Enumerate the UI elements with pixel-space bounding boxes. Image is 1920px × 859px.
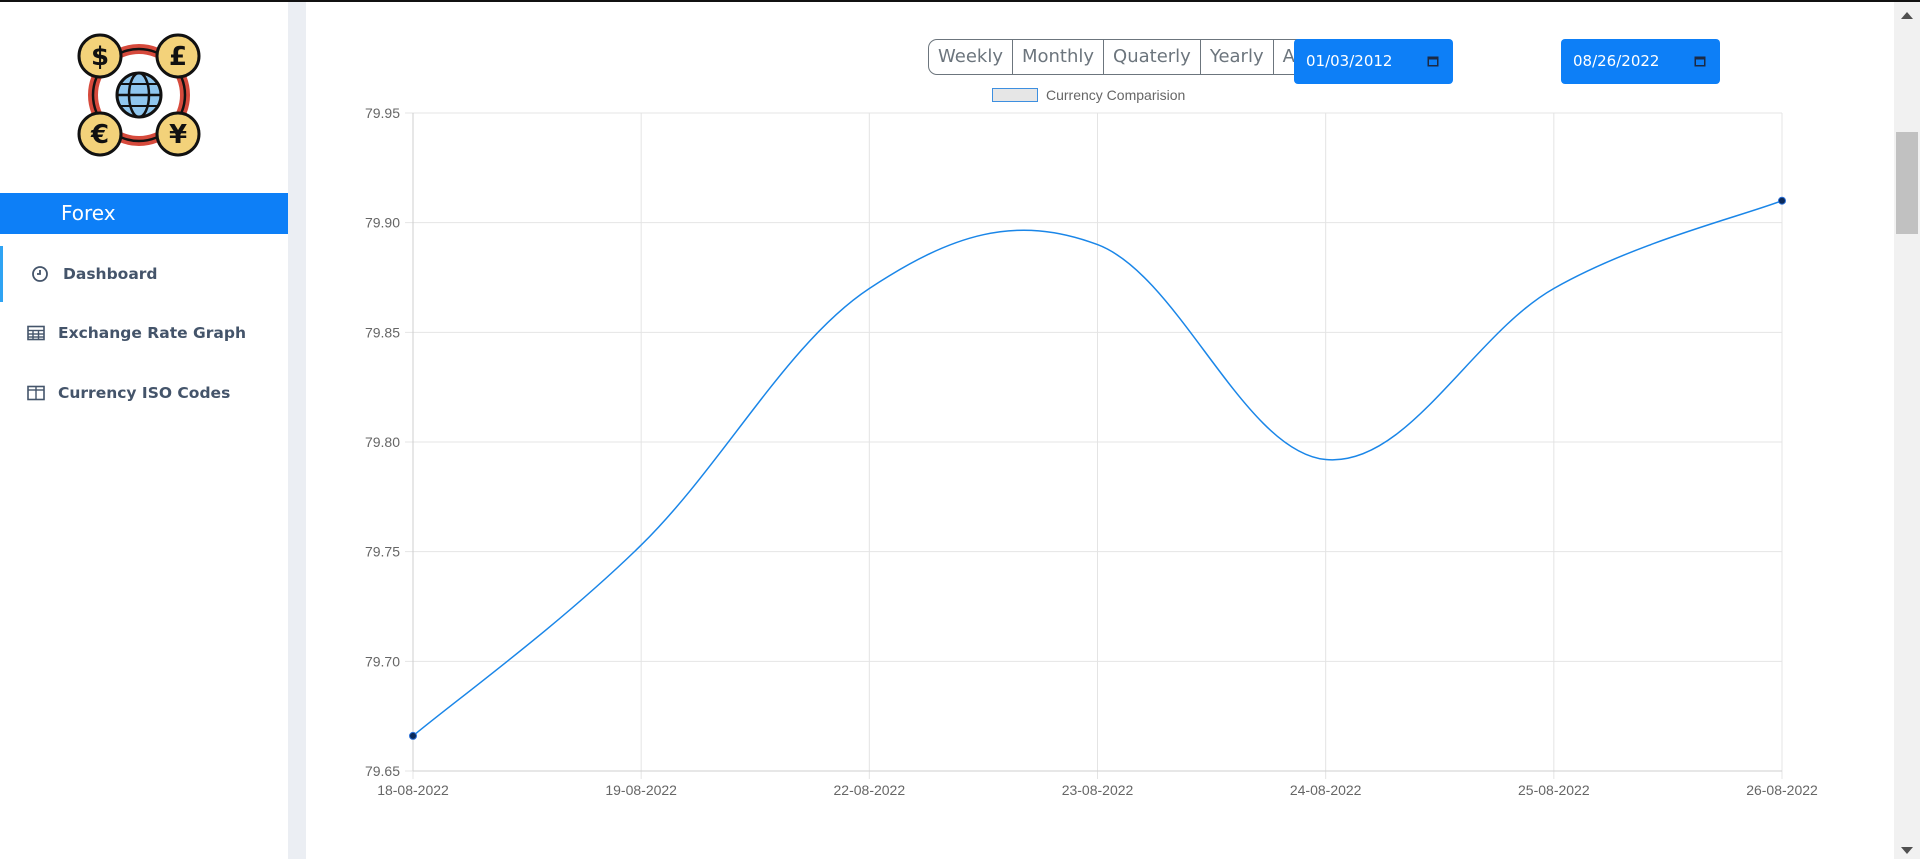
svg-text:¥: ¥ (169, 120, 187, 150)
start-date-value: 01/03/2012 (1306, 52, 1393, 70)
sidebar: $ £ € ¥ Forex Dashboard (0, 2, 288, 859)
scrollbar-track[interactable] (1894, 2, 1920, 859)
scroll-down-arrow-icon[interactable] (1901, 847, 1913, 854)
x-tick-label: 25-08-2022 (1518, 782, 1590, 798)
sidebar-item-dashboard[interactable]: Dashboard (0, 246, 291, 302)
exchange-rate-line-chart: 79.95 79.90 79.85 79.80 79.75 79.70 79.65 18-08… (365, 105, 1818, 798)
data-point (1778, 196, 1786, 205)
scrollbar-thumb[interactable] (1896, 132, 1918, 234)
series-line-currency-comparision (412, 200, 1783, 737)
legend-swatch (992, 88, 1038, 102)
legend-label: Currency Comparision (1046, 87, 1186, 103)
x-tick-label: 18-08-2022 (377, 782, 449, 798)
range-button-group: Weekly Monthly Quaterly Yearly All (928, 39, 1315, 75)
x-tick-label: 22-08-2022 (834, 782, 906, 798)
table-icon (26, 323, 46, 343)
data-point (409, 731, 417, 740)
monthly-button[interactable]: Monthly (1011, 40, 1103, 74)
x-tick-label: 24-08-2022 (1290, 782, 1362, 798)
svg-text:$: $ (91, 42, 109, 72)
y-tick-label: 79.70 (365, 653, 400, 669)
brand-label: Forex (61, 201, 116, 225)
x-tick-label: 19-08-2022 (605, 782, 677, 798)
calendar-icon[interactable] (1694, 55, 1706, 67)
y-tick-label: 79.75 (365, 544, 400, 560)
sidebar-item-label: Currency ISO Codes (58, 384, 231, 402)
y-tick-label: 79.80 (365, 434, 400, 450)
yearly-button[interactable]: Yearly (1199, 40, 1273, 74)
y-tick-label: 79.85 (365, 324, 400, 340)
columns-icon (26, 383, 46, 403)
svg-text:£: £ (169, 42, 187, 72)
vertical-scrollbar[interactable] (1878, 2, 1920, 859)
y-tick-label: 79.65 (365, 763, 400, 779)
sidebar-divider (288, 2, 306, 859)
clock-icon (30, 264, 50, 284)
quarterly-button[interactable]: Quaterly (1103, 40, 1200, 74)
y-tick-label: 79.90 (365, 215, 400, 231)
scroll-up-arrow-icon[interactable] (1901, 12, 1913, 19)
sidebar-item-exchange-rate-graph[interactable]: Exchange Rate Graph (0, 305, 288, 361)
x-tick-label: 23-08-2022 (1062, 782, 1134, 798)
end-date-value: 08/26/2022 (1573, 52, 1660, 70)
weekly-button[interactable]: Weekly (938, 46, 1003, 67)
currency-globe-logo-icon: $ £ € ¥ (77, 33, 201, 157)
y-tick-label: 79.95 (365, 105, 400, 121)
end-date-input[interactable]: 08/26/2022 (1561, 39, 1720, 84)
main-content: Weekly Monthly Quaterly Yearly All 01/03… (306, 2, 1878, 859)
start-date-input[interactable]: 01/03/2012 (1294, 39, 1453, 84)
sidebar-item-label: Dashboard (63, 265, 158, 283)
x-tick-label: 26-08-2022 (1746, 782, 1818, 798)
sidebar-item-label: Exchange Rate Graph (58, 324, 246, 342)
calendar-icon[interactable] (1427, 55, 1439, 67)
chart-legend[interactable]: Currency Comparision (992, 86, 1185, 104)
forex-logo: $ £ € ¥ (76, 32, 202, 158)
brand-bar[interactable]: Forex (0, 193, 288, 234)
window-top-border (0, 0, 1920, 2)
svg-text:€: € (90, 120, 109, 150)
sidebar-item-currency-iso-codes[interactable]: Currency ISO Codes (0, 365, 288, 421)
